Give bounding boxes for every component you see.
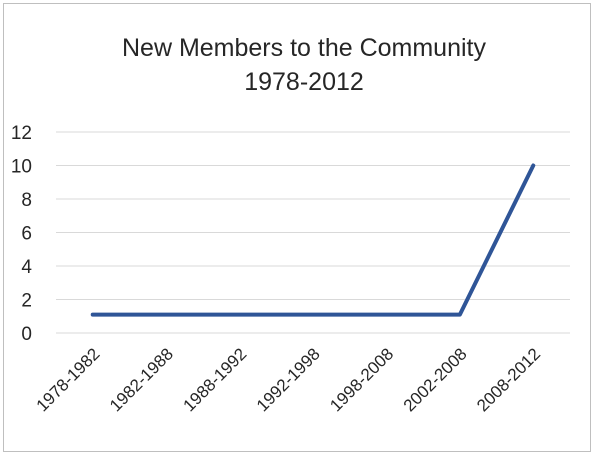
y-tick-label: 8 — [21, 190, 32, 211]
x-tick-label: 1988-1992 — [179, 344, 250, 415]
y-tick-label: 6 — [21, 224, 32, 245]
gridlines — [56, 131, 570, 334]
line-chart: New Members to the Community 1978-2012 0… — [11, 34, 570, 415]
y-tick-label: 0 — [21, 324, 32, 345]
x-tick-label: 1978-1982 — [33, 344, 104, 415]
series-line-0 — [90, 163, 536, 317]
series-lines — [90, 163, 536, 317]
x-tick-label: 1998-2008 — [326, 344, 397, 415]
x-tick-label: 1982-1988 — [106, 344, 177, 415]
y-tick-label: 10 — [11, 157, 32, 178]
chart-title-line-1: New Members to the Community — [122, 34, 487, 62]
chart-title-line-2: 1978-2012 — [244, 68, 364, 96]
y-tick-label: 4 — [21, 257, 32, 278]
y-tick-label: 2 — [21, 291, 32, 312]
x-axis-tick-labels: 1978-1982 1982-1988 1988-1992 1992-1998 1998… — [33, 344, 545, 415]
x-tick-label: 1992-1998 — [253, 344, 324, 415]
chart-area: New Members to the Community 1978-2012 0… — [3, 3, 591, 452]
x-tick-label: 2002-2008 — [400, 344, 471, 415]
y-axis-tick-labels: 0 2 4 6 8 10 12 — [11, 123, 33, 345]
x-tick-label: 2008-2012 — [473, 344, 544, 415]
y-tick-label: 12 — [11, 123, 32, 144]
